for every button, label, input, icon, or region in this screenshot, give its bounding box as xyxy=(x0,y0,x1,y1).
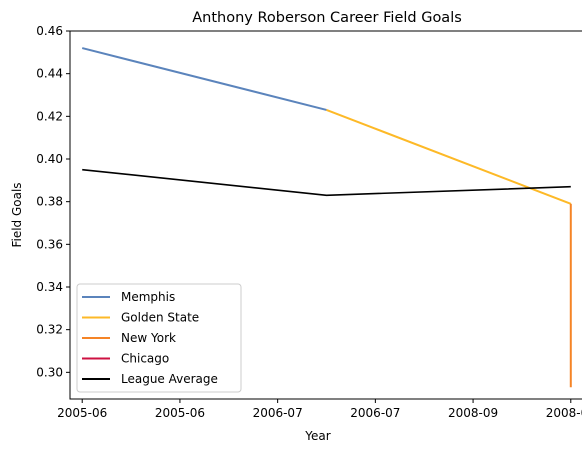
legend-label: Memphis xyxy=(121,290,175,304)
y-tick-label: 0.34 xyxy=(36,280,63,294)
y-tick-label: 0.40 xyxy=(36,152,63,166)
x-tick-label: 2008-09 xyxy=(546,406,582,420)
series-line-league-average xyxy=(82,168,571,197)
y-tick-label: 0.42 xyxy=(36,109,63,123)
y-tick-label: 0.44 xyxy=(36,67,63,81)
legend-entry: Memphis xyxy=(82,290,175,304)
series-line-memphis xyxy=(81,47,327,111)
legend-box xyxy=(76,283,242,393)
y-tick-label: 0.38 xyxy=(36,195,63,209)
y-tick-label: 0.32 xyxy=(36,323,63,337)
legend-label: New York xyxy=(121,331,176,345)
y-tick-label: 0.46 xyxy=(36,24,63,38)
legend-entry: Chicago xyxy=(82,352,169,366)
legend-entry: New York xyxy=(82,331,176,345)
y-axis-label: Field Goals xyxy=(10,182,24,247)
series-line-golden-state xyxy=(326,108,572,205)
legend-label: League Average xyxy=(121,372,218,386)
legend-label: Golden State xyxy=(121,311,199,325)
x-tick-label: 2006-07 xyxy=(350,406,400,420)
chart-title: Anthony Roberson Career Field Goals xyxy=(192,10,462,26)
y-tick-label: 0.36 xyxy=(36,237,63,251)
plot-area xyxy=(81,47,572,388)
legend: Memphis Golden State New York Chicago League… xyxy=(76,283,242,393)
legend-entry: League Average xyxy=(82,372,218,386)
x-tick-label: 2006-07 xyxy=(253,406,303,420)
legend-label: Chicago xyxy=(121,352,169,366)
x-tick-label: 2005-06 xyxy=(57,406,107,420)
x-tick-label: 2005-06 xyxy=(155,406,205,420)
axis-ticks: 2005-06 2005-06 2006-07 2006-07 2008-09 2008-… xyxy=(36,24,582,420)
legend-entry: Golden State xyxy=(82,311,199,325)
y-tick-label: 0.30 xyxy=(36,365,63,379)
x-axis-label: Year xyxy=(304,429,330,443)
x-tick-label: 2008-09 xyxy=(448,406,498,420)
plot-frame xyxy=(69,30,582,400)
